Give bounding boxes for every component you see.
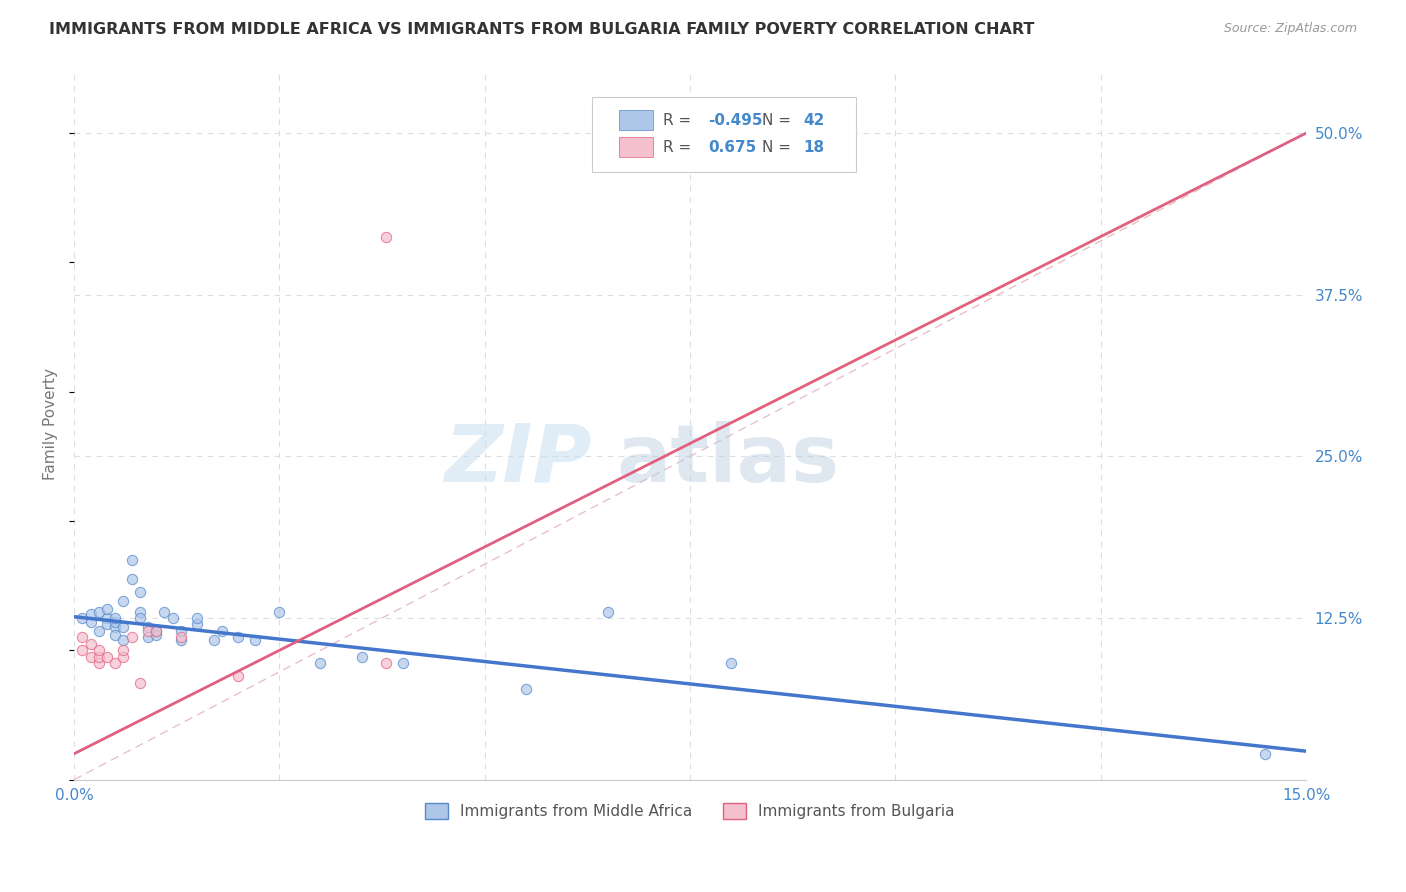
Point bbox=[145, 624, 167, 638]
Text: -0.495: -0.495 bbox=[709, 113, 763, 128]
Point bbox=[202, 632, 225, 647]
Point bbox=[136, 620, 159, 634]
Point bbox=[596, 605, 619, 619]
Point bbox=[79, 637, 101, 651]
Point bbox=[350, 649, 373, 664]
Point bbox=[128, 611, 150, 625]
Point bbox=[515, 682, 537, 697]
Text: IMMIGRANTS FROM MIDDLE AFRICA VS IMMIGRANTS FROM BULGARIA FAMILY POVERTY CORRELA: IMMIGRANTS FROM MIDDLE AFRICA VS IMMIGRA… bbox=[49, 22, 1035, 37]
Point bbox=[112, 594, 135, 608]
Legend: Immigrants from Middle Africa, Immigrants from Bulgaria: Immigrants from Middle Africa, Immigrant… bbox=[419, 797, 960, 825]
Point bbox=[162, 611, 184, 625]
Text: 42: 42 bbox=[803, 113, 825, 128]
Point bbox=[87, 657, 110, 671]
Text: ZIP: ZIP bbox=[444, 421, 592, 499]
Point bbox=[128, 605, 150, 619]
Text: Source: ZipAtlas.com: Source: ZipAtlas.com bbox=[1223, 22, 1357, 36]
Point bbox=[104, 611, 127, 625]
Point bbox=[145, 628, 167, 642]
Point bbox=[136, 624, 159, 638]
Text: N =: N = bbox=[762, 113, 796, 128]
Point bbox=[186, 617, 208, 632]
Point bbox=[136, 631, 159, 645]
Point bbox=[1254, 747, 1277, 761]
Point bbox=[96, 617, 118, 632]
Point bbox=[96, 649, 118, 664]
Point bbox=[79, 615, 101, 629]
Point bbox=[87, 605, 110, 619]
Point bbox=[170, 632, 193, 647]
Point bbox=[87, 643, 110, 657]
Point bbox=[72, 631, 94, 645]
Point bbox=[79, 649, 101, 664]
Point bbox=[72, 611, 94, 625]
Point bbox=[104, 657, 127, 671]
Point bbox=[104, 615, 127, 629]
Text: R =: R = bbox=[664, 140, 702, 155]
Point bbox=[79, 607, 101, 621]
Point bbox=[243, 632, 266, 647]
Point bbox=[96, 602, 118, 616]
Point bbox=[211, 624, 233, 638]
Point bbox=[153, 605, 176, 619]
Text: 18: 18 bbox=[803, 140, 824, 155]
Point bbox=[112, 620, 135, 634]
Text: 0.675: 0.675 bbox=[709, 140, 756, 155]
Point bbox=[121, 572, 143, 586]
Text: atlas: atlas bbox=[616, 421, 839, 499]
Point bbox=[121, 553, 143, 567]
Point bbox=[269, 605, 291, 619]
Point bbox=[309, 657, 332, 671]
Point bbox=[104, 628, 127, 642]
Point bbox=[96, 611, 118, 625]
Bar bbox=[619, 111, 654, 130]
Point bbox=[375, 229, 398, 244]
Point bbox=[128, 585, 150, 599]
Text: N =: N = bbox=[762, 140, 796, 155]
Point bbox=[170, 624, 193, 638]
Point bbox=[228, 631, 250, 645]
Y-axis label: Family Poverty: Family Poverty bbox=[44, 368, 58, 480]
Point bbox=[112, 643, 135, 657]
Point bbox=[112, 632, 135, 647]
Point bbox=[72, 643, 94, 657]
Text: R =: R = bbox=[664, 113, 696, 128]
Point bbox=[112, 649, 135, 664]
Point bbox=[104, 620, 127, 634]
Point bbox=[145, 624, 167, 638]
Point bbox=[186, 611, 208, 625]
Point bbox=[228, 669, 250, 683]
Point bbox=[128, 675, 150, 690]
Point bbox=[170, 631, 193, 645]
Point bbox=[87, 649, 110, 664]
FancyBboxPatch shape bbox=[592, 97, 856, 171]
Point bbox=[121, 631, 143, 645]
Bar bbox=[619, 137, 654, 157]
Point bbox=[375, 657, 398, 671]
Point bbox=[87, 624, 110, 638]
Point bbox=[720, 657, 742, 671]
Point bbox=[391, 657, 413, 671]
